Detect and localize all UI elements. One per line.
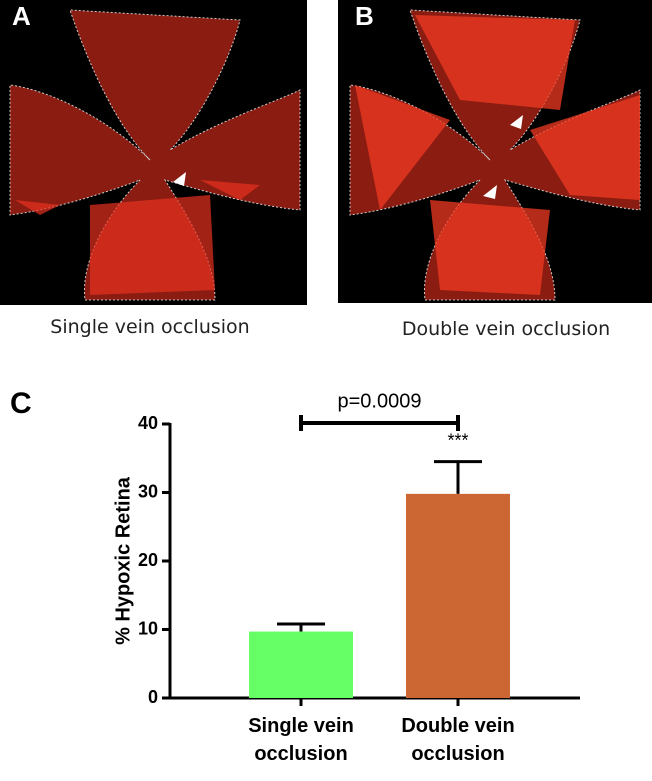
chart: C % Hypoxic Retina 0 10 20 30 40 *** p=0.0009 xyxy=(10,387,580,707)
y-tick-label: 0 xyxy=(148,687,158,707)
annotation: p=0.0009 xyxy=(338,390,422,412)
panel-label: C xyxy=(10,387,32,420)
panel-label: A xyxy=(12,1,31,31)
caption: Single vein occlusion xyxy=(50,316,250,338)
bar xyxy=(249,631,353,698)
x-tick-label: Single vein occlusion xyxy=(248,715,354,765)
y-axis-label: % Hypoxic Retina xyxy=(112,476,134,645)
significance: *** xyxy=(447,430,468,450)
y-tick-label: 20 xyxy=(138,550,158,570)
panel-label: B xyxy=(355,1,374,31)
images: A B xyxy=(0,0,652,305)
bar xyxy=(406,493,510,698)
caption: Double vein occlusion xyxy=(401,318,611,340)
y-tick-label: 40 xyxy=(138,413,158,433)
y-tick-label: 10 xyxy=(138,618,158,638)
x-tick-label: Double vein occlusion xyxy=(401,715,515,765)
y-tick-label: 30 xyxy=(138,481,158,501)
